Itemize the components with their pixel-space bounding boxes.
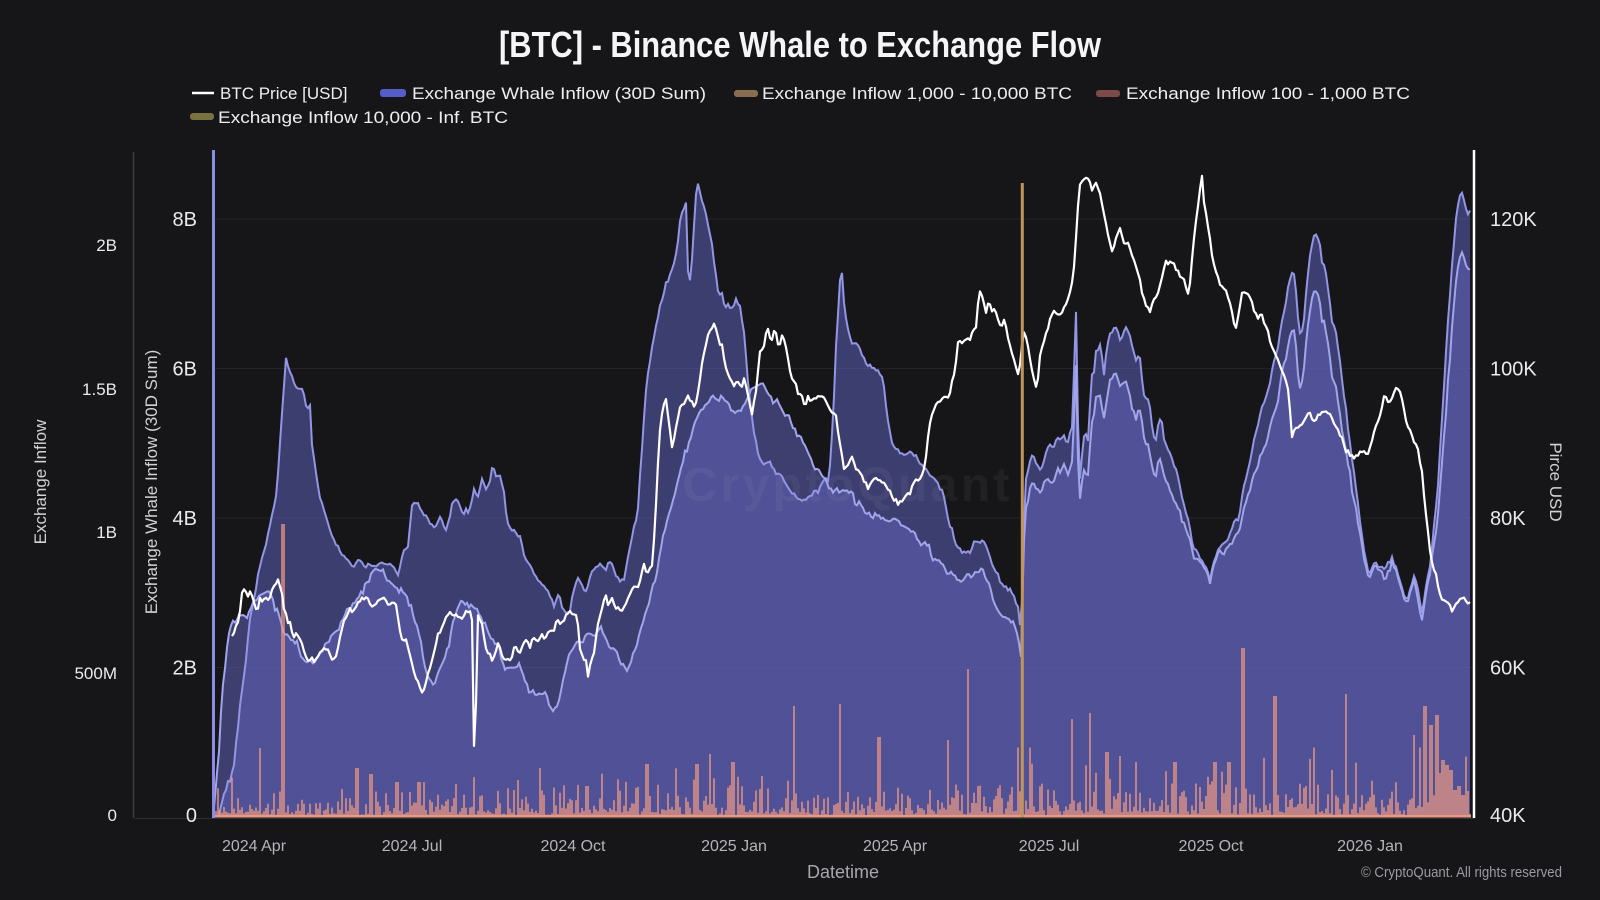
svg-text:4B: 4B [173,508,197,530]
svg-text:1B: 1B [96,523,117,542]
svg-text:2025 Oct: 2025 Oct [1179,838,1244,855]
svg-text:2024 Jul: 2024 Jul [382,838,443,855]
svg-text:[BTC] - Binance Whale to Excha: [BTC] - Binance Whale to Exchange Flow [499,24,1102,65]
svg-text:BTC Price [USD]: BTC Price [USD] [220,84,348,103]
svg-text:40K: 40K [1490,805,1526,827]
svg-text:1.5B: 1.5B [82,380,117,399]
svg-text:Datetime: Datetime [807,862,879,882]
svg-text:500M: 500M [74,664,117,683]
svg-text:2024 Apr: 2024 Apr [222,838,287,855]
svg-text:Exchange Inflow 10,000 - Inf.: Exchange Inflow 10,000 - Inf. BTC [218,108,508,127]
svg-text:100K: 100K [1490,359,1537,381]
svg-text:2B: 2B [173,658,197,680]
svg-text:8B: 8B [173,209,197,231]
svg-text:80K: 80K [1490,508,1526,530]
svg-text:0: 0 [108,806,117,825]
svg-text:© CryptoQuant. All rights rese: © CryptoQuant. All rights reserved [1361,864,1562,881]
svg-text:120K: 120K [1490,209,1537,231]
svg-text:2025 Jul: 2025 Jul [1019,838,1080,855]
svg-text:Exchange Whale Inflow (30D Sum: Exchange Whale Inflow (30D Sum) [412,84,706,103]
svg-text:2024 Oct: 2024 Oct [541,838,606,855]
svg-text:2026 Jan: 2026 Jan [1337,838,1403,855]
svg-text:Exchange Whale Inflow (30D Sum: Exchange Whale Inflow (30D Sum) [142,350,161,615]
svg-text:2025 Apr: 2025 Apr [863,838,928,855]
svg-text:2025 Jan: 2025 Jan [701,838,767,855]
svg-text:2B: 2B [96,236,117,255]
svg-text:6B: 6B [173,359,197,381]
svg-text:Exchange Inflow: Exchange Inflow [31,419,50,544]
svg-text:0: 0 [186,805,197,827]
svg-text:Exchange Inflow 1,000 - 10,000: Exchange Inflow 1,000 - 10,000 BTC [762,84,1072,103]
svg-text:Exchange Inflow 100 - 1,000 BT: Exchange Inflow 100 - 1,000 BTC [1126,84,1410,103]
svg-text:60K: 60K [1490,658,1526,680]
svg-text:Pirce USD: Pirce USD [1546,442,1565,521]
